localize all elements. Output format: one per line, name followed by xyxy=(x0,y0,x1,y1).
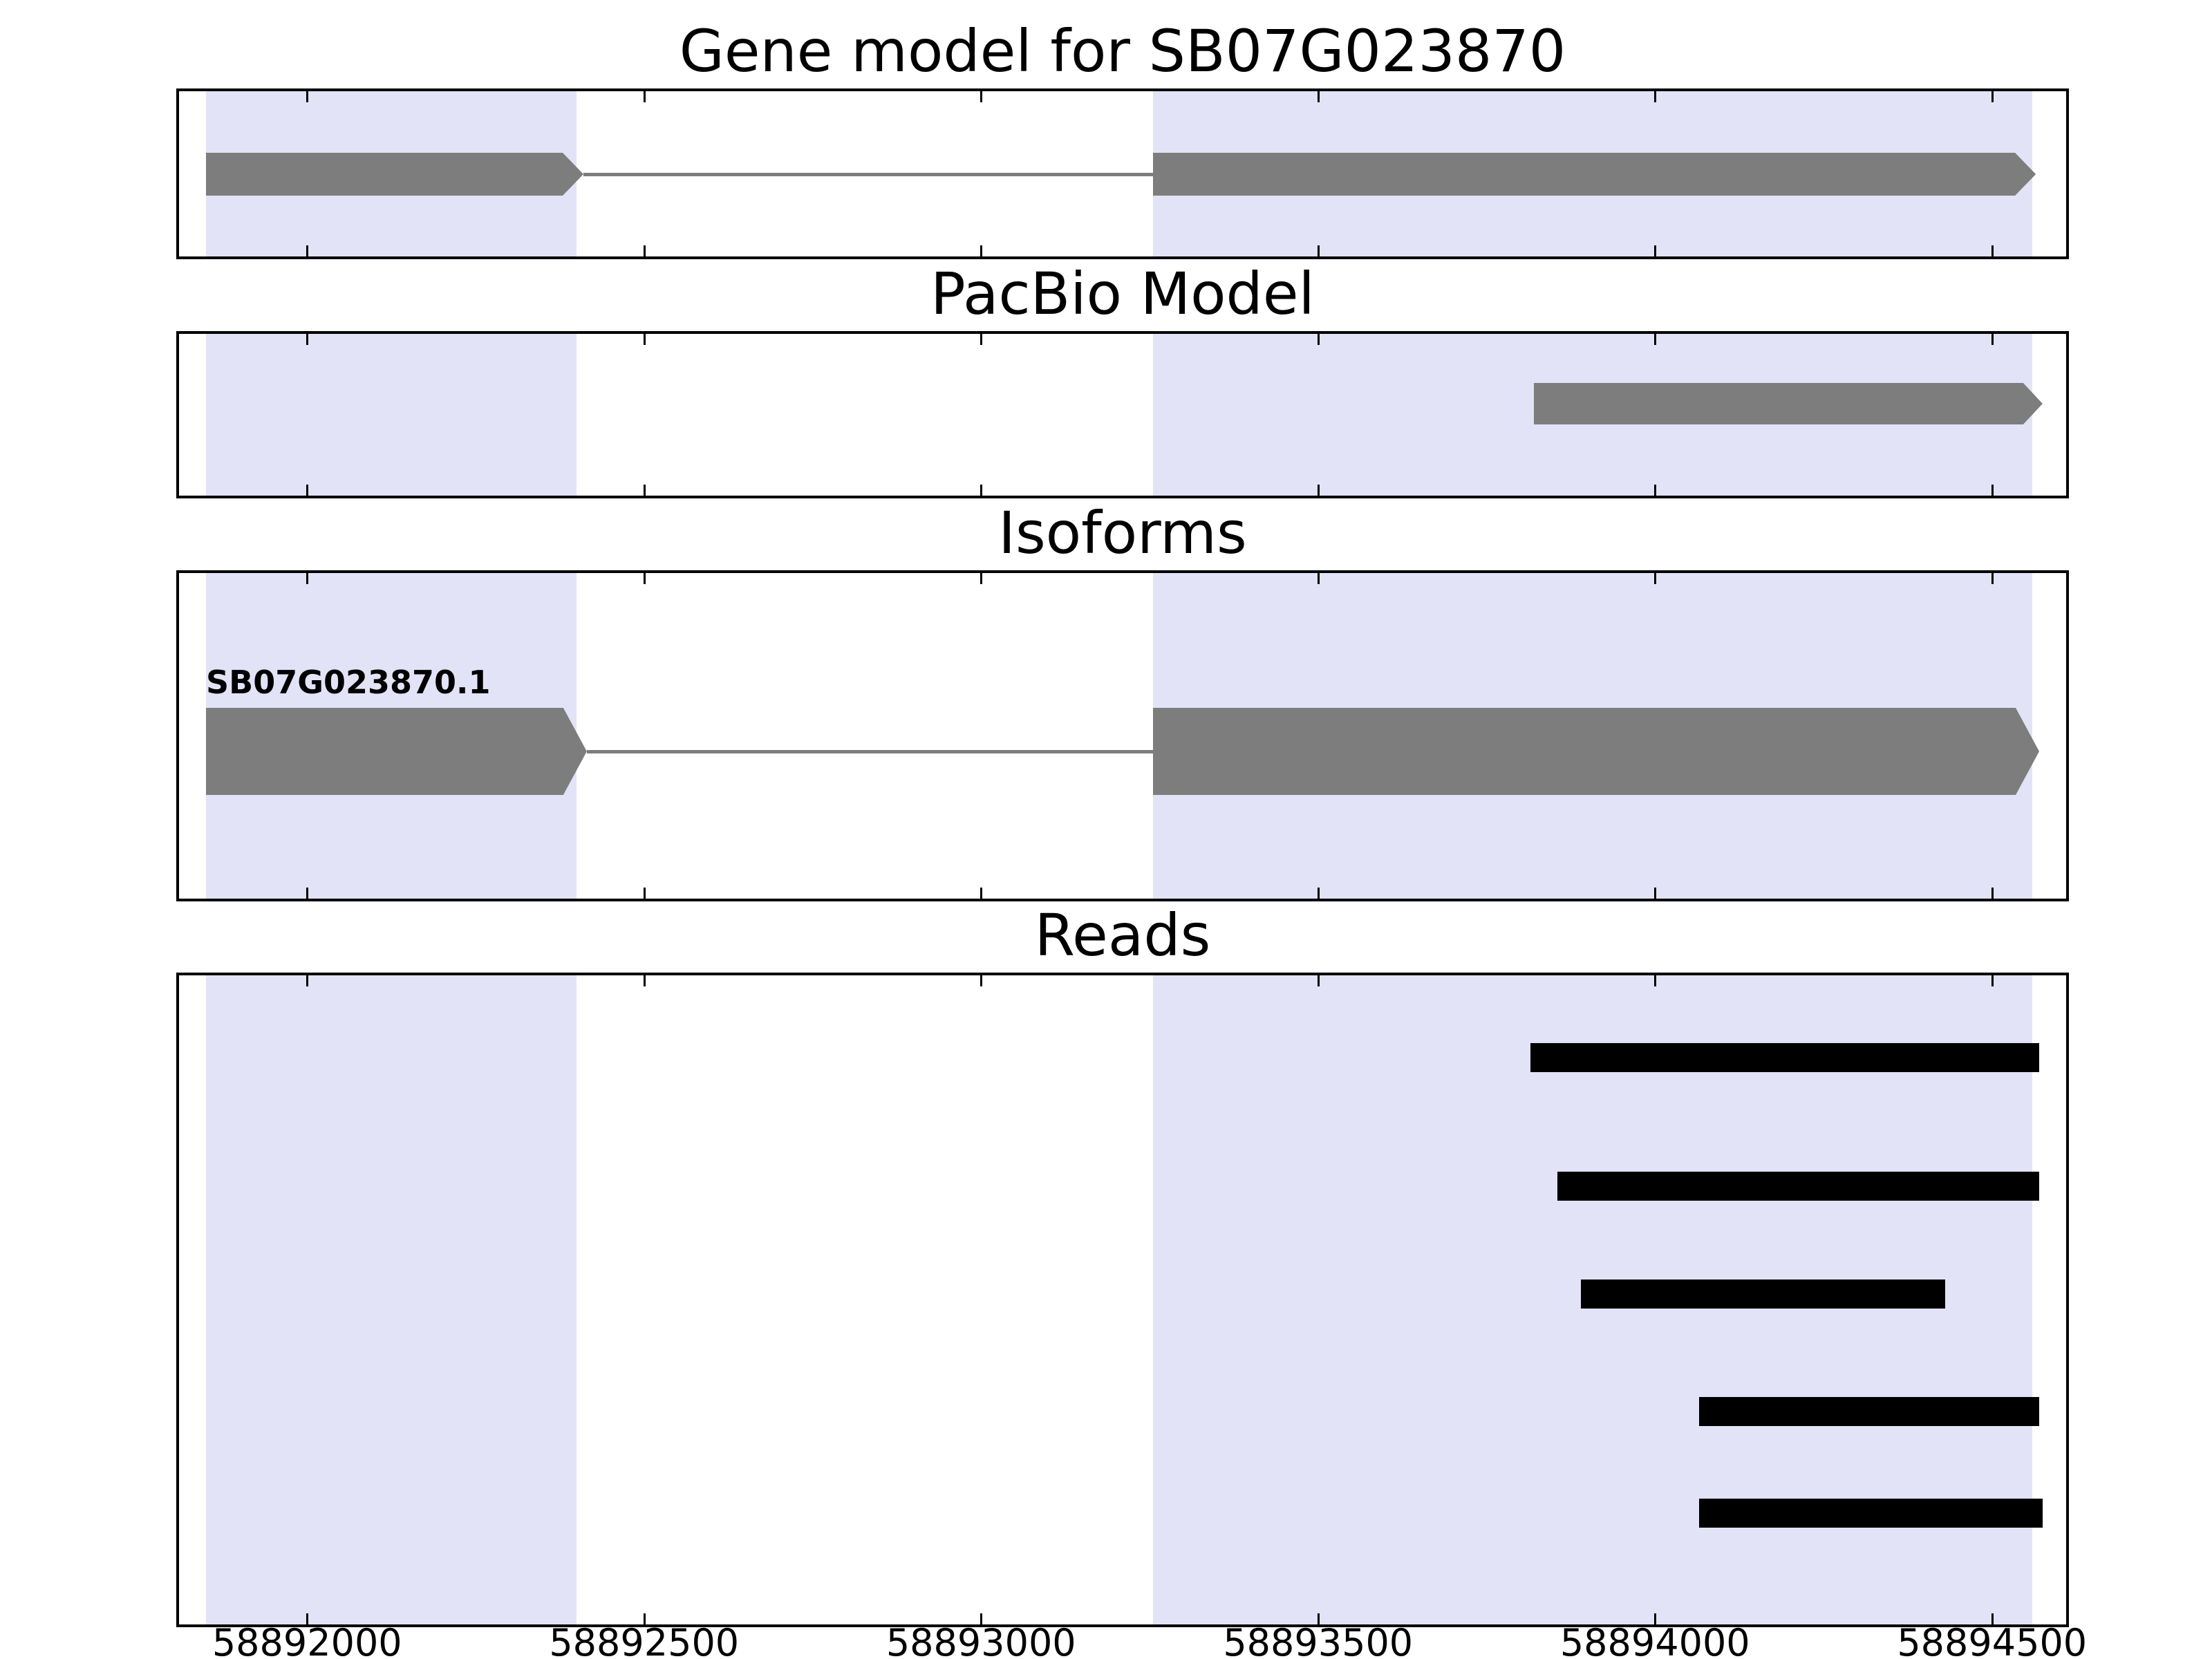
x-tick-mark xyxy=(643,91,646,102)
x-tick-mark xyxy=(980,1613,983,1624)
title-isoforms: Isoforms xyxy=(998,499,1247,567)
track-pacbio-model xyxy=(176,331,2069,498)
x-tick-mark xyxy=(643,485,646,496)
x-tick-mark xyxy=(1991,245,1994,256)
x-tick-mark xyxy=(306,91,309,102)
x-tick-mark xyxy=(980,91,983,102)
x-axis-tick-label: 58894500 xyxy=(1897,1621,2088,1659)
x-tick-mark xyxy=(306,334,309,345)
aligned-read xyxy=(1557,1172,2039,1201)
x-tick-mark xyxy=(980,975,983,986)
title-reads: Reads xyxy=(1034,901,1211,969)
x-tick-mark xyxy=(643,334,646,345)
aligned-read xyxy=(1581,1280,1945,1309)
x-tick-mark xyxy=(1991,1613,1994,1624)
x-tick-mark xyxy=(1654,91,1657,102)
intron-line xyxy=(586,750,1153,753)
isoform-label: SB07G023870.1 xyxy=(206,664,491,701)
exon-region-highlight xyxy=(206,975,577,1624)
x-axis-tick-label: 58892500 xyxy=(549,1621,740,1659)
x-tick-mark xyxy=(1317,91,1320,102)
x-tick-mark xyxy=(1991,975,1994,986)
x-tick-mark xyxy=(643,1613,646,1624)
aligned-read xyxy=(1530,1043,2039,1072)
exon-arrow xyxy=(1153,708,2039,795)
x-tick-mark xyxy=(306,573,309,584)
exon-arrow xyxy=(1153,153,2036,196)
x-tick-mark xyxy=(306,245,309,256)
x-tick-mark xyxy=(306,975,309,986)
x-tick-mark xyxy=(306,485,309,496)
x-tick-mark xyxy=(1654,334,1657,345)
x-tick-mark xyxy=(1654,888,1657,899)
x-tick-mark xyxy=(1317,888,1320,899)
exon-arrow xyxy=(206,708,587,795)
title-pacbio-model: PacBio Model xyxy=(930,260,1315,328)
x-tick-mark xyxy=(1991,888,1994,899)
x-axis-tick-label: 58892000 xyxy=(212,1621,402,1659)
x-axis-tick-label: 58894000 xyxy=(1559,1621,1750,1659)
x-tick-mark xyxy=(980,485,983,496)
intron-line xyxy=(583,173,1153,176)
x-tick-mark xyxy=(1317,245,1320,256)
x-tick-mark xyxy=(1991,573,1994,584)
x-tick-mark xyxy=(1317,1613,1320,1624)
track-reads xyxy=(176,973,2069,1627)
x-tick-mark xyxy=(643,245,646,256)
x-tick-mark xyxy=(980,573,983,584)
exon-region-highlight xyxy=(206,334,577,496)
x-tick-mark xyxy=(1991,485,1994,496)
aligned-read xyxy=(1698,1397,2039,1426)
exon-arrow xyxy=(206,153,583,196)
title-gene-model: Gene model for SB07G023870 xyxy=(679,17,1566,85)
x-tick-mark xyxy=(1654,975,1657,986)
x-axis-tick-label: 58893500 xyxy=(1223,1621,1414,1659)
track-isoforms: SB07G023870.1 xyxy=(176,570,2069,901)
x-axis-tick-label: 58893000 xyxy=(885,1621,1076,1659)
aligned-read xyxy=(1698,1499,2043,1528)
x-tick-mark xyxy=(643,573,646,584)
x-tick-mark xyxy=(1991,334,1994,345)
x-tick-mark xyxy=(1654,1613,1657,1624)
x-tick-mark xyxy=(306,1613,309,1624)
x-tick-mark xyxy=(1317,485,1320,496)
x-tick-mark xyxy=(980,334,983,345)
x-tick-mark xyxy=(980,888,983,899)
x-tick-mark xyxy=(643,975,646,986)
track-gene-model xyxy=(176,88,2069,259)
x-tick-mark xyxy=(306,888,309,899)
exon-arrow xyxy=(1534,383,2043,424)
x-tick-mark xyxy=(643,888,646,899)
x-tick-mark xyxy=(1654,573,1657,584)
x-tick-mark xyxy=(1654,485,1657,496)
x-tick-mark xyxy=(1991,91,1994,102)
x-tick-mark xyxy=(980,245,983,256)
x-tick-mark xyxy=(1654,245,1657,256)
x-tick-mark xyxy=(1317,334,1320,345)
x-tick-mark xyxy=(1317,975,1320,986)
x-tick-mark xyxy=(1317,573,1320,584)
